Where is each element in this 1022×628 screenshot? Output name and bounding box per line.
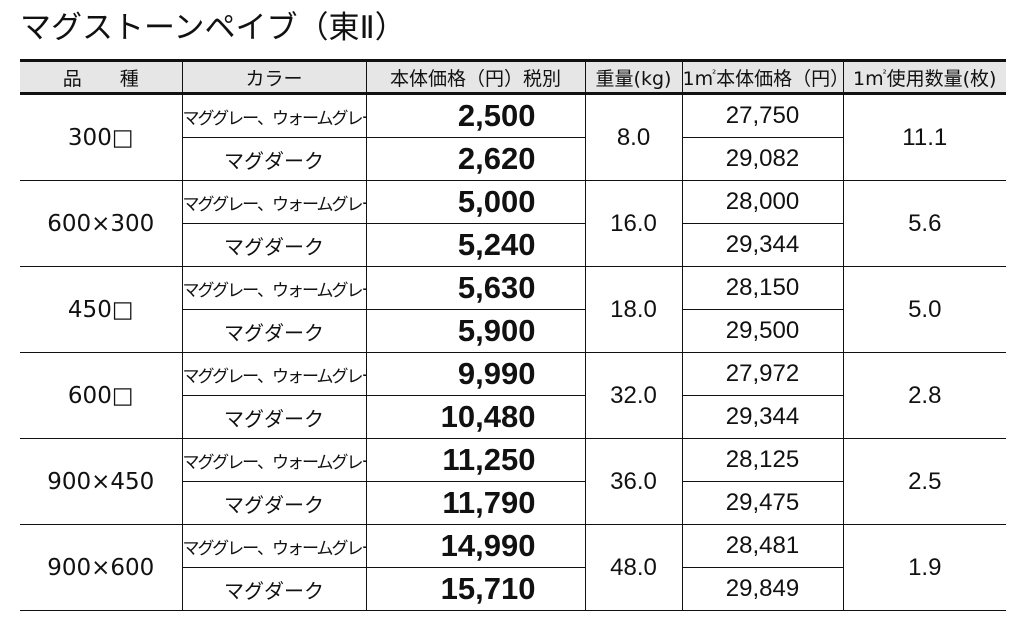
- unit-price-cell: 27,750: [681, 93, 844, 138]
- weight-cell: 16.0: [584, 180, 683, 267]
- unit-price-cell: 28,000: [681, 180, 844, 224]
- table-row: マグダーク 11,790 29,475: [20, 481, 1006, 525]
- table-row: 900×600 マググレー、ウォームグレー 14,990 48.0 28,481…: [20, 524, 1006, 611]
- price-cell: 5,240: [365, 223, 586, 267]
- unit-price-cell: 29,849: [681, 567, 844, 611]
- size-cell: 450□: [20, 266, 183, 353]
- header-price: 本体価格（円）税別: [366, 59, 586, 95]
- price-cell: 9,990: [365, 352, 586, 396]
- size-cell: 300□: [20, 93, 183, 181]
- color-cell: マグダーク: [181, 567, 367, 611]
- price-cell: 5,000: [365, 180, 586, 224]
- table-row: 600□ マググレー、ウォームグレー 9,990 32.0 27,972 2.8: [20, 352, 1006, 439]
- color-cell: マググレー、ウォームグレー: [181, 438, 367, 482]
- table-row: マグダーク 15,710 29,849: [20, 567, 1006, 611]
- unit-price-cell: 28,481: [681, 524, 844, 568]
- unit-price-cell: 27,972: [681, 352, 844, 396]
- price-cell: 11,250: [365, 438, 586, 482]
- price-cell: 5,630: [365, 266, 586, 310]
- qty-cell: 11.1: [842, 93, 1006, 181]
- color-cell: マググレー、ウォームグレー: [181, 352, 367, 396]
- price-cell: 15,710: [365, 567, 586, 611]
- unit-price-cell: 29,500: [681, 309, 844, 353]
- header-qty: 1m²使用数量(枚): [843, 59, 1006, 95]
- size-cell: 600×300: [20, 180, 183, 267]
- color-cell: マグダーク: [181, 223, 367, 267]
- header-type: 品種: [20, 59, 183, 95]
- header-row: 品種 カラー 本体価格（円）税別 重量(kg) 1m²本体価格（円） 1m²使用…: [20, 59, 1006, 95]
- unit-price-cell: 29,344: [681, 395, 844, 439]
- table-row: マグダーク 2,620 29,082: [20, 137, 1006, 181]
- weight-cell: 48.0: [584, 524, 683, 611]
- size-cell: 900×600: [20, 524, 183, 611]
- qty-cell: 5.6: [842, 180, 1006, 267]
- table-row: マグダーク 10,480 29,344: [20, 395, 1006, 439]
- table-row: 450□ マググレー、ウォームグレー 5,630 18.0 28,150 5.0: [20, 266, 1006, 353]
- color-cell: マググレー、ウォームグレー: [181, 266, 367, 310]
- table-row: 300□ マググレー、ウォームグレー 2,500 8.0 27,750 11.1: [20, 93, 1006, 181]
- price-cell: 2,620: [365, 137, 586, 181]
- table-row: 600×300 マググレー、ウォームグレー 5,000 16.0 28,000 …: [20, 180, 1006, 267]
- weight-cell: 32.0: [584, 352, 683, 439]
- color-cell: マググレー、ウォームグレー: [181, 524, 367, 568]
- color-cell: マグダーク: [181, 309, 367, 353]
- weight-cell: 18.0: [584, 266, 683, 353]
- qty-cell: 5.0: [842, 266, 1006, 353]
- unit-price-cell: 29,475: [681, 481, 844, 525]
- header-color: カラー: [182, 59, 367, 95]
- qty-cell: 1.9: [842, 524, 1006, 611]
- qty-cell: 2.5: [842, 438, 1006, 525]
- price-cell: 10,480: [365, 395, 586, 439]
- color-cell: マグダーク: [181, 395, 367, 439]
- weight-cell: 8.0: [584, 93, 683, 181]
- unit-price-cell: 29,344: [681, 223, 844, 267]
- table-row: 900×450 マググレー、ウォームグレー 11,250 36.0 28,125…: [20, 438, 1006, 525]
- size-cell: 900×450: [20, 438, 183, 525]
- unit-price-cell: 28,125: [681, 438, 844, 482]
- price-cell: 5,900: [365, 309, 586, 353]
- header-weight: 重量(kg): [585, 59, 683, 95]
- size-cell: 600□: [20, 352, 183, 439]
- price-table: 品種 カラー 本体価格（円）税別 重量(kg) 1m²本体価格（円） 1m²使用…: [20, 59, 1006, 611]
- unit-price-cell: 28,150: [681, 266, 844, 310]
- color-cell: マグダーク: [181, 481, 367, 525]
- page-title: マグストーンペイブ（東Ⅱ）: [20, 10, 406, 46]
- unit-price-cell: 29,082: [681, 137, 844, 181]
- price-cell: 2,500: [365, 93, 586, 138]
- color-cell: マググレー、ウォームグレー: [181, 93, 367, 138]
- color-cell: マグダーク: [181, 137, 367, 181]
- price-cell: 14,990: [365, 524, 586, 568]
- qty-cell: 2.8: [842, 352, 1006, 439]
- price-cell: 11,790: [365, 481, 586, 525]
- color-cell: マググレー、ウォームグレー: [181, 180, 367, 224]
- weight-cell: 36.0: [584, 438, 683, 525]
- header-unit-price: 1m²本体価格（円）: [682, 59, 844, 95]
